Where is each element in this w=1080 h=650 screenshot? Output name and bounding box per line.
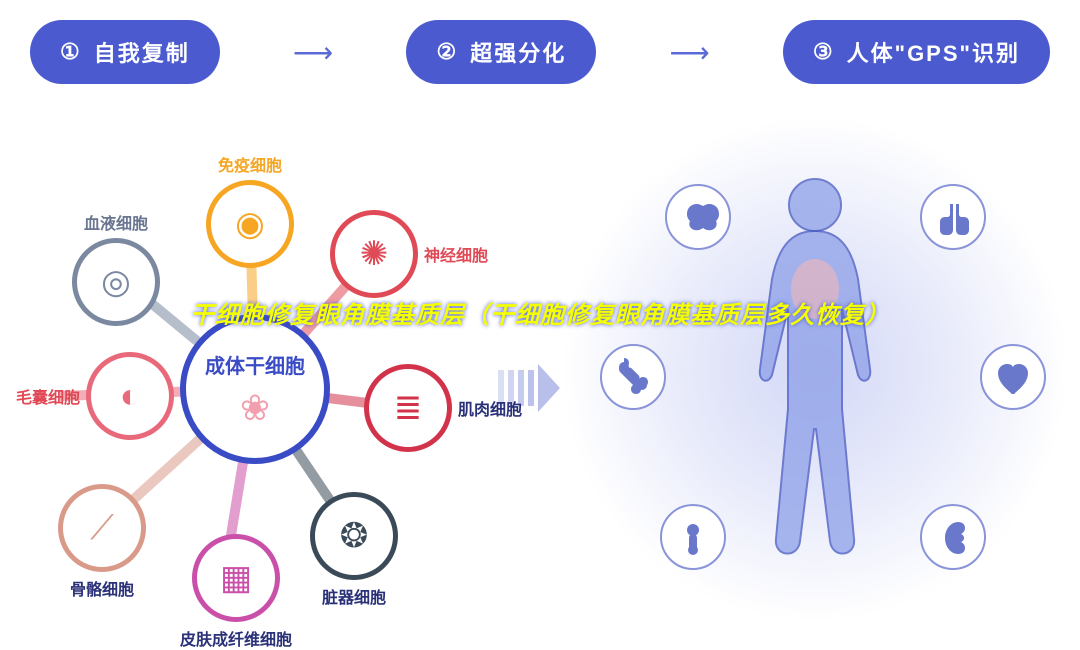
overlay-title: 干细胞修复眼角膜基质层（干细胞修复眼角膜基质层多久恢复） <box>0 295 1080 330</box>
center-label: 成体干细胞 <box>205 350 305 379</box>
step-3-label: 人体"GPS"识别 <box>847 36 1020 68</box>
step-1-pill: ① 自我复制 <box>30 20 220 84</box>
cell-bone-label: 骨骼细胞 <box>70 576 134 600</box>
cell-bone: ⟋ 骨骼细胞 <box>58 484 146 600</box>
organ-brain-icon <box>665 184 731 250</box>
main-diagram-area: 成体干细胞 ❀ ◉免疫细胞✺神经细胞≣肌肉细胞❂脏器细胞▦皮肤成纤维细胞⟋骨骼细… <box>0 84 1080 644</box>
cell-fibro-icon: ▦ <box>192 534 280 622</box>
step-2-num: ② <box>436 39 458 65</box>
organ-heart-icon <box>980 344 1046 410</box>
organ-joint-icon <box>660 504 726 570</box>
cell-blood-label: 血液细胞 <box>84 210 148 234</box>
cell-muscle-icon: ≣ <box>364 364 452 452</box>
arrow-2-icon: ⟶ <box>669 36 709 69</box>
center-cell-icon: ❀ <box>240 387 270 429</box>
arrow-1-icon: ⟶ <box>293 36 333 69</box>
cell-bone-icon: ⟋ <box>58 484 146 572</box>
cell-organ-label: 脏器细胞 <box>322 584 386 608</box>
cell-hair: ◐毛囊细胞 <box>16 352 174 440</box>
cell-immune-label: 免疫细胞 <box>218 152 282 176</box>
step-1-label: 自我复制 <box>94 36 190 68</box>
cell-hair-icon: ◐ <box>86 352 174 440</box>
cell-muscle-label: 肌肉细胞 <box>458 396 522 420</box>
cell-immune-icon: ◉ <box>206 180 294 268</box>
organ-kidney-icon <box>920 504 986 570</box>
step-1-num: ① <box>60 39 82 65</box>
step-2-pill: ② 超强分化 <box>406 20 596 84</box>
human-body-diagram <box>560 114 1070 624</box>
cell-nerve-icon: ✺ <box>330 210 418 298</box>
cell-organ-icon: ❂ <box>310 492 398 580</box>
human-body-icon <box>720 169 910 569</box>
center-stem-cell: 成体干细胞 ❀ <box>180 314 330 464</box>
cell-organ: ❂ 脏器细胞 <box>310 492 398 608</box>
cell-fibro-label: 皮肤成纤维细胞 <box>180 626 292 650</box>
cell-hair-label: 毛囊细胞 <box>16 384 80 408</box>
step-2-label: 超强分化 <box>470 36 566 68</box>
step-3-num: ③ <box>813 39 835 65</box>
cell-nerve: ✺神经细胞 <box>330 210 488 298</box>
cell-differentiation-diagram: 成体干细胞 ❀ ◉免疫细胞✺神经细胞≣肌肉细胞❂脏器细胞▦皮肤成纤维细胞⟋骨骼细… <box>10 94 510 634</box>
cell-immune: ◉ 免疫细胞 <box>206 152 294 268</box>
cell-nerve-label: 神经细胞 <box>424 242 488 266</box>
steps-header: ① 自我复制 ⟶ ② 超强分化 ⟶ ③ 人体"GPS"识别 <box>0 0 1080 84</box>
cell-fibro: ▦ 皮肤成纤维细胞 <box>180 534 292 650</box>
organ-bonearm-icon <box>600 344 666 410</box>
step-3-pill: ③ 人体"GPS"识别 <box>783 20 1050 84</box>
cell-muscle: ≣肌肉细胞 <box>364 364 522 452</box>
organ-lungs-icon <box>920 184 986 250</box>
